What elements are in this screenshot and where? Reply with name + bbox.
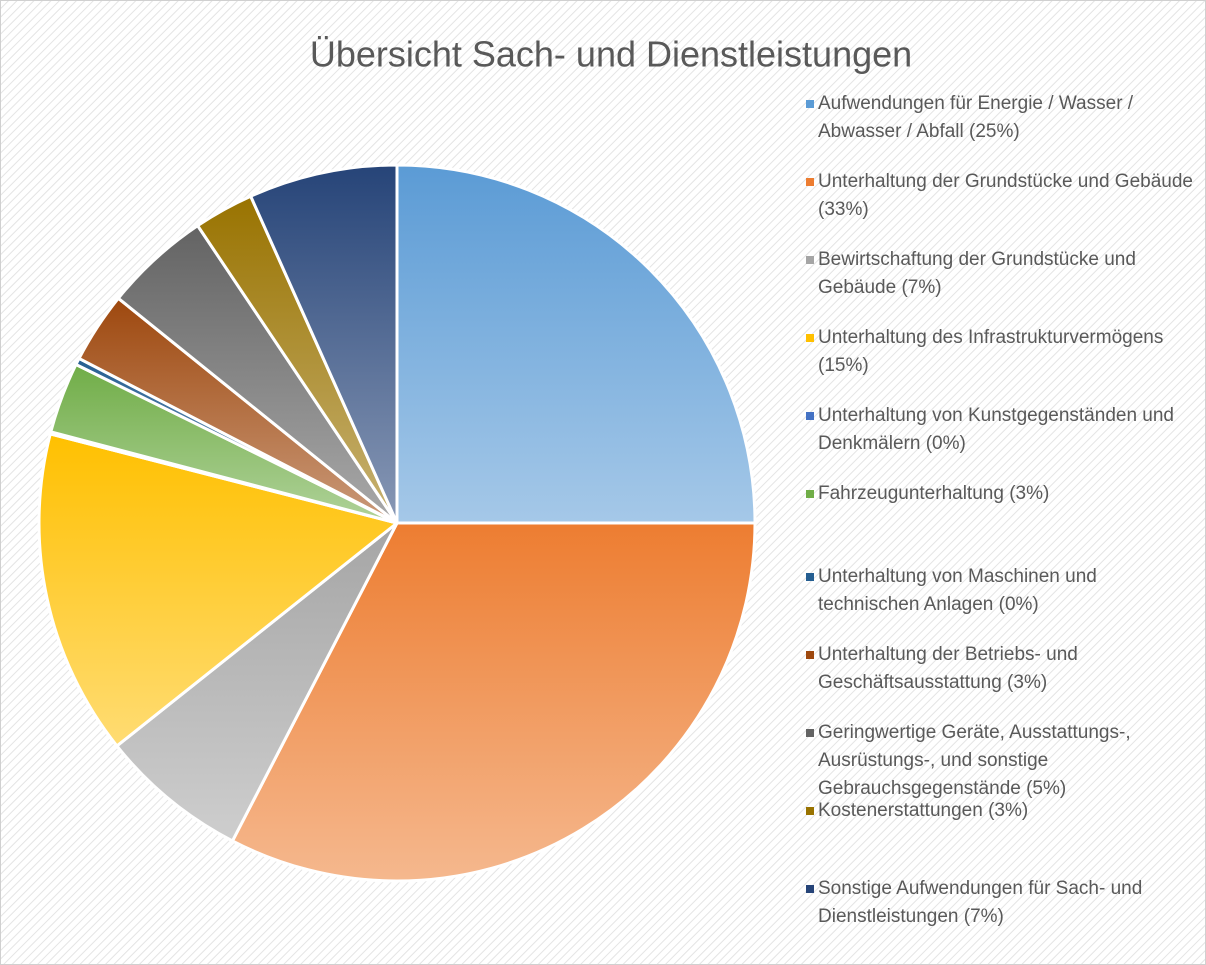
legend-label: Unterhaltung der Betriebs- und Geschäfts… [818,644,1078,693]
legend-swatch [806,100,814,108]
legend-swatch [806,885,814,893]
legend-swatch [806,651,814,659]
pie-slice [395,163,757,525]
legend-label: Aufwendungen für Energie / Wasser / Abwa… [818,93,1134,142]
legend-swatch [806,256,814,264]
legend-label: Bewirtschaftung der Grundstücke und Gebä… [818,249,1136,298]
legend-label: Kostenerstattungen (3%) [818,800,1029,821]
legend-label: Fahrzeugunterhaltung (3%) [818,483,1050,504]
legend-swatch [806,412,814,420]
legend-label: Unterhaltung von Maschinen und technisch… [818,566,1097,615]
pie-slice [115,521,399,843]
legend-swatch [806,807,814,815]
legend-swatch [806,490,814,498]
legend-swatch [806,573,814,581]
pie-slice [37,432,399,748]
legend-label: Unterhaltung des Infrastrukturvermögens … [818,327,1164,376]
legend-label: Sonstige Aufwendungen für Sach- und Dien… [818,878,1143,927]
legend-swatch [806,178,814,186]
pie-slice [230,521,757,883]
chart-title: Übersicht Sach- und Dienstleistungen [310,34,912,75]
legend-label: Geringwertige Geräte, Ausstattungs-, Aus… [818,722,1131,799]
legend-swatch [806,729,814,737]
pie-slice [249,163,399,525]
legend-label: Unterhaltung der Grundstücke und Gebäude… [818,171,1193,220]
legend-label: Unterhaltung von Kunstgegenständen und D… [818,405,1174,454]
legend-swatch [806,334,814,342]
